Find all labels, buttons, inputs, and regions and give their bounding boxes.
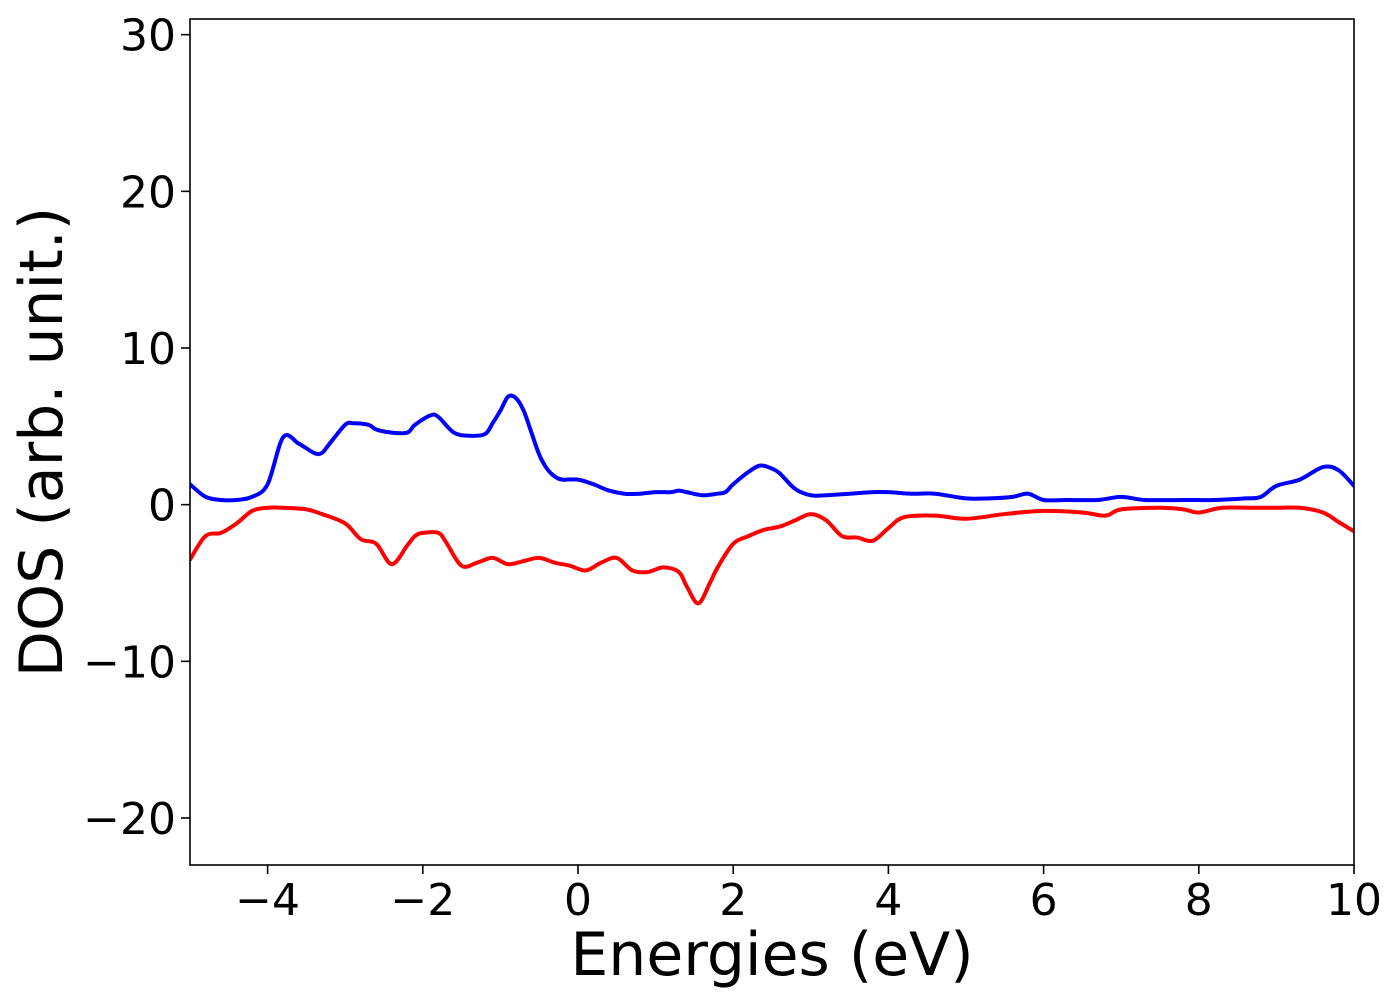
y-tick-label: 30 [120, 11, 176, 62]
x-tick-label: 10 [1326, 875, 1382, 926]
y-tick-label: 0 [148, 481, 176, 532]
x-axis-ticks: −4 −2 0 2 4 6 8 10 [235, 865, 1382, 926]
x-tick-label: 0 [564, 875, 592, 926]
x-tick-label: 6 [1030, 875, 1058, 926]
series-line-red [190, 505, 1354, 606]
y-tick-label: 20 [120, 167, 176, 218]
plot-frame [189, 18, 1355, 866]
x-tick-label: 8 [1185, 875, 1213, 926]
y-axis-label: DOS (arb. unit.) [7, 207, 77, 677]
x-tick-label: 2 [719, 875, 747, 926]
x-tick-label: 4 [874, 875, 902, 926]
y-tick-label: −10 [83, 637, 176, 688]
y-tick-label: 10 [120, 324, 176, 375]
series-group [190, 393, 1354, 606]
x-axis-label: Energies (eV) [570, 920, 973, 990]
x-tick-label: −4 [235, 875, 300, 926]
series-line-blue [190, 393, 1354, 503]
x-tick-label: −2 [390, 875, 455, 926]
y-tick-label: −20 [83, 794, 176, 845]
y-axis-ticks: −20 −10 0 10 20 30 [83, 11, 190, 845]
